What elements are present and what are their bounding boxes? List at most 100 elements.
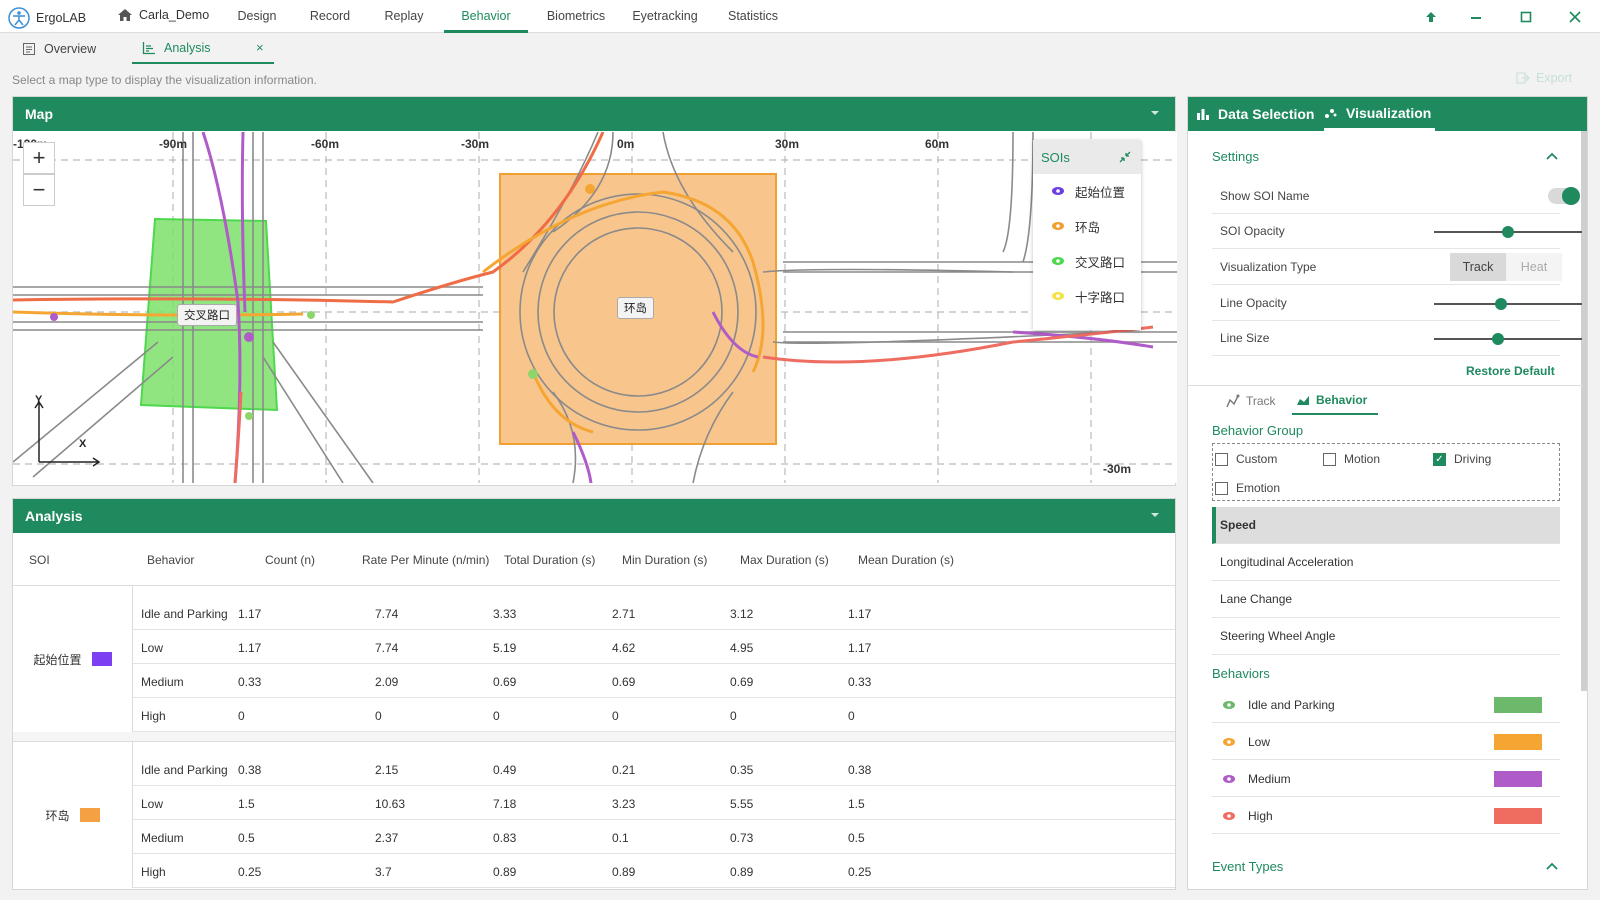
table-row[interactable]: Idle and Parking 1.17 7.74 3.33 2.71 3.12 1.17	[133, 596, 1175, 630]
behavior-color-swatch[interactable]	[1494, 808, 1542, 824]
viz-type-track-button[interactable]: Track	[1450, 253, 1506, 281]
table-row[interactable]: Low 1.17 7.74 5.19 4.62 4.95 1.17	[133, 630, 1175, 664]
eye-icon[interactable]	[1051, 255, 1065, 269]
slider-knob[interactable]	[1492, 333, 1504, 345]
ergolab-logo-icon	[8, 7, 30, 29]
nav-statistics[interactable]: Statistics	[727, 9, 778, 23]
table-row[interactable]: Low 1.5 10.63 7.18 3.23 5.55 1.5	[133, 786, 1175, 820]
eye-icon[interactable]	[1222, 773, 1236, 787]
show-soi-name-toggle[interactable]	[1548, 187, 1580, 205]
soi-item-junction[interactable]: 交叉路口	[1033, 244, 1141, 279]
soi-opacity-slider[interactable]	[1434, 226, 1582, 238]
zoom-out-button[interactable]: −	[23, 174, 55, 206]
nav-biometrics[interactable]: Biometrics	[546, 9, 606, 23]
line-opacity-slider[interactable]	[1434, 298, 1582, 310]
close-tab-icon[interactable]: ×	[256, 40, 264, 55]
restore-default-link[interactable]: Restore Default	[1466, 364, 1555, 378]
collapse-icon[interactable]	[1119, 151, 1131, 163]
checkbox-box[interactable]	[1215, 452, 1228, 466]
nav-eyetracking[interactable]: Eyetracking	[632, 9, 698, 23]
metric-speed[interactable]: Speed	[1212, 507, 1560, 544]
behavior-label: High	[1248, 809, 1273, 823]
soi-item-start[interactable]: 起始位置	[1033, 174, 1141, 209]
chevron-up-icon[interactable]	[1546, 151, 1558, 161]
behavior-color-swatch[interactable]	[1494, 771, 1542, 787]
soi-legend-panel: SOIs 起始位置 环岛 交叉路口 十字路口	[1033, 140, 1141, 330]
nav-record[interactable]: Record	[309, 9, 351, 23]
tab-overview[interactable]: Overview	[12, 33, 132, 64]
zoom-in-button[interactable]: +	[23, 142, 55, 174]
collapse-chevron-icon[interactable]	[1149, 107, 1161, 119]
table-row[interactable]: Medium 0.33 2.09 0.69 0.69 0.69 0.33	[133, 664, 1175, 698]
behavior-item[interactable]: Medium	[1212, 760, 1560, 797]
line-opacity-row: Line Opacity	[1212, 286, 1582, 321]
map-header[interactable]: Map	[13, 97, 1175, 131]
eye-icon[interactable]	[1051, 290, 1065, 304]
tab-visualization[interactable]: Visualization	[1324, 97, 1436, 131]
close-window-icon[interactable]	[1564, 6, 1586, 28]
slider-knob[interactable]	[1495, 298, 1507, 310]
value-cell: 0.73	[730, 831, 754, 845]
value-cell: 0	[848, 709, 855, 723]
app-brand: ErgoLAB	[8, 7, 86, 29]
table-row[interactable]: Idle and Parking 0.38 2.15 0.49 0.21 0.35 0.38	[133, 752, 1175, 786]
line-size-slider[interactable]	[1434, 333, 1582, 345]
viz-type-heat-button[interactable]: Heat	[1506, 253, 1562, 281]
chevron-up-icon[interactable]	[1546, 861, 1558, 871]
eye-icon[interactable]	[1222, 699, 1236, 713]
metric-steering-wheel-angle[interactable]: Steering Wheel Angle	[1212, 618, 1560, 655]
table-row[interactable]: High 0 0 0 0 0 0	[133, 698, 1175, 732]
behavior-item[interactable]: Idle and Parking	[1212, 686, 1560, 723]
maximize-icon[interactable]	[1515, 6, 1537, 28]
minimize-icon[interactable]	[1465, 6, 1487, 28]
table-row[interactable]: Medium 0.5 2.37 0.83 0.1 0.73 0.5	[133, 820, 1175, 854]
behavior-cell: Medium	[141, 675, 184, 689]
col-total-duration[interactable]: Total Duration (s)	[504, 553, 596, 567]
upgrade-arrow-icon[interactable]	[1420, 6, 1442, 28]
nav-replay[interactable]: Replay	[384, 9, 424, 23]
checkbox-label: Emotion	[1236, 481, 1281, 495]
col-max-duration[interactable]: Max Duration (s)	[740, 553, 829, 567]
checkbox-custom[interactable]: Custom	[1215, 452, 1277, 466]
col-mean-duration[interactable]: Mean Duration (s)	[858, 553, 955, 567]
project-name[interactable]: Carla_Demo	[117, 8, 209, 22]
behavior-color-swatch[interactable]	[1494, 734, 1542, 750]
checkbox-motion[interactable]: Motion	[1323, 452, 1380, 466]
checkbox-box[interactable]	[1215, 481, 1228, 495]
eye-icon[interactable]	[1222, 736, 1236, 750]
tab-data-selection[interactable]: Data Selection	[1196, 97, 1314, 131]
checkbox-box[interactable]	[1323, 452, 1336, 466]
checkbox-driving[interactable]: ✓ Driving	[1433, 452, 1491, 466]
slider-knob[interactable]	[1502, 226, 1514, 238]
metric-longitudinal-acceleration[interactable]: Longitudinal Acceleration	[1212, 544, 1560, 581]
analysis-header[interactable]: Analysis	[13, 499, 1175, 533]
tab-data-selection-label: Data Selection	[1218, 106, 1315, 122]
eye-icon[interactable]	[1051, 220, 1065, 234]
eye-icon[interactable]	[1222, 810, 1236, 824]
col-soi[interactable]: SOI	[29, 553, 50, 567]
scrollbar[interactable]	[1581, 131, 1587, 691]
export-button[interactable]: Export	[1516, 71, 1572, 85]
map-canvas[interactable]: -120m -90m -60m -30m 0m 30m 60m -30m Y X…	[13, 132, 1177, 483]
behavior-item[interactable]: High	[1212, 797, 1560, 834]
subtab-behavior[interactable]: Behavior	[1292, 387, 1378, 415]
col-behavior[interactable]: Behavior	[147, 553, 195, 567]
checkbox-emotion[interactable]: Emotion	[1215, 481, 1280, 495]
eye-icon[interactable]	[1051, 185, 1065, 199]
behavior-item[interactable]: Low	[1212, 723, 1560, 760]
axis-indicator	[34, 400, 101, 467]
nav-design[interactable]: Design	[237, 9, 277, 23]
nav-behavior[interactable]: Behavior	[444, 0, 528, 33]
soi-item-crossroad[interactable]: 十字路口	[1033, 279, 1141, 314]
table-row[interactable]: High 0.25 3.7 0.89 0.89 0.89 0.25	[133, 854, 1175, 888]
col-count[interactable]: Count (n)	[265, 553, 316, 567]
collapse-chevron-icon[interactable]	[1149, 509, 1161, 521]
tab-analysis[interactable]: Analysis ×	[132, 33, 274, 64]
subtab-track[interactable]: Track	[1226, 387, 1288, 415]
soi-item-roundabout[interactable]: 环岛	[1033, 209, 1141, 244]
behavior-color-swatch[interactable]	[1494, 697, 1542, 713]
checkmark-icon[interactable]: ✓	[1433, 452, 1446, 466]
col-rate[interactable]: Rate Per Minute (n/min)	[362, 553, 490, 567]
metric-lane-change[interactable]: Lane Change	[1212, 581, 1560, 618]
col-min-duration[interactable]: Min Duration (s)	[622, 553, 708, 567]
